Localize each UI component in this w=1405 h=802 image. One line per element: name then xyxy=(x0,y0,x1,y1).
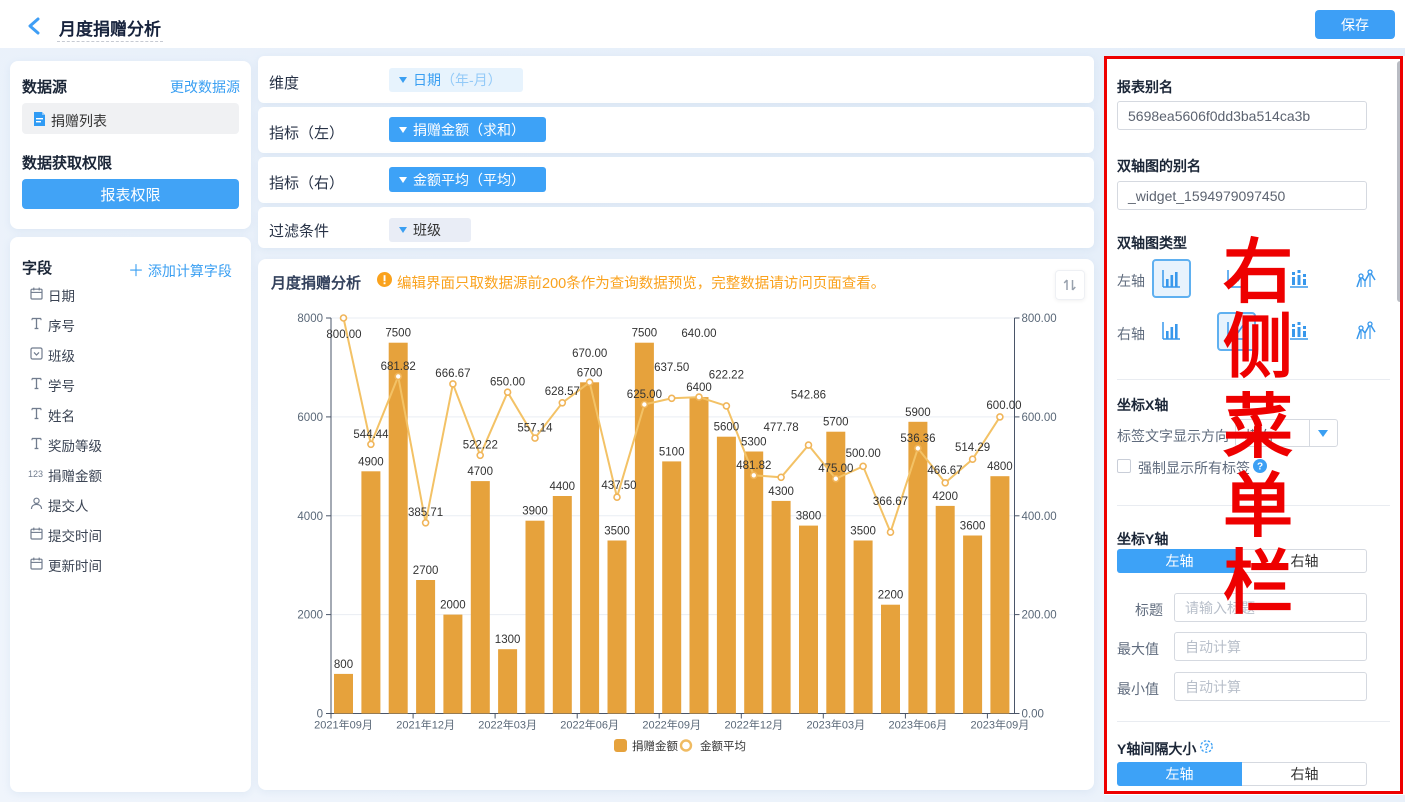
svg-text:5700: 5700 xyxy=(823,417,849,429)
svg-text:2023年06月: 2023年06月 xyxy=(889,718,948,732)
svg-text:466.67: 466.67 xyxy=(927,465,962,477)
svg-text:3800: 3800 xyxy=(796,511,822,523)
svg-text:2000: 2000 xyxy=(297,610,323,622)
svg-text:123: 123 xyxy=(28,469,43,479)
svg-text:捐赠金额: 捐赠金额 xyxy=(632,739,678,753)
svg-text:2021年12月: 2021年12月 xyxy=(396,718,455,732)
svg-text:2200: 2200 xyxy=(878,590,904,602)
svg-text:4000: 4000 xyxy=(297,511,323,523)
svg-text:800.00: 800.00 xyxy=(326,329,361,341)
svg-text:2022年12月: 2022年12月 xyxy=(724,718,783,732)
svg-text:600.00: 600.00 xyxy=(986,400,1021,412)
svg-text:3600: 3600 xyxy=(960,521,986,533)
svg-text:475.00: 475.00 xyxy=(818,463,853,475)
svg-text:7500: 7500 xyxy=(385,328,411,340)
svg-text:5100: 5100 xyxy=(659,446,685,458)
svg-text:385.71: 385.71 xyxy=(408,507,443,519)
svg-text:628.57: 628.57 xyxy=(545,386,580,398)
svg-text:5600: 5600 xyxy=(714,422,740,434)
svg-text:500.00: 500.00 xyxy=(846,448,881,460)
svg-text:557.14: 557.14 xyxy=(517,423,553,435)
svg-text:800: 800 xyxy=(334,659,353,671)
svg-text:4300: 4300 xyxy=(768,486,794,498)
svg-text:2022年09月: 2022年09月 xyxy=(642,718,701,732)
svg-text:542.86: 542.86 xyxy=(791,390,826,402)
svg-text:544.44: 544.44 xyxy=(353,429,389,441)
svg-text:3500: 3500 xyxy=(850,526,876,538)
svg-text:640.00: 640.00 xyxy=(681,328,716,340)
svg-text:3900: 3900 xyxy=(522,506,548,518)
svg-text:4800: 4800 xyxy=(987,461,1013,473)
svg-text:4900: 4900 xyxy=(358,456,384,468)
svg-text:366.67: 366.67 xyxy=(873,496,908,508)
svg-text:2023年03月: 2023年03月 xyxy=(806,718,865,732)
svg-text:1300: 1300 xyxy=(495,634,521,646)
svg-text:670.00: 670.00 xyxy=(572,348,607,360)
svg-text:481.82: 481.82 xyxy=(736,460,771,472)
svg-text:5900: 5900 xyxy=(905,407,931,419)
svg-text:2700: 2700 xyxy=(413,565,439,577)
svg-text:2021年09月: 2021年09月 xyxy=(314,718,373,732)
svg-text:800.00: 800.00 xyxy=(1022,313,1057,325)
svg-text:536.36: 536.36 xyxy=(900,433,935,445)
svg-text:4400: 4400 xyxy=(550,481,576,493)
svg-text:2023年09月: 2023年09月 xyxy=(971,718,1030,732)
svg-text:0: 0 xyxy=(317,709,323,721)
svg-text:金额平均: 金额平均 xyxy=(700,739,746,753)
svg-text:6400: 6400 xyxy=(686,382,712,394)
svg-text:4200: 4200 xyxy=(932,491,958,503)
svg-text:600.00: 600.00 xyxy=(1022,412,1057,424)
svg-text:3500: 3500 xyxy=(604,526,630,538)
svg-text:7500: 7500 xyxy=(632,328,658,340)
svg-text:622.22: 622.22 xyxy=(709,370,744,382)
svg-text:200.00: 200.00 xyxy=(1022,610,1057,622)
svg-text:0.00: 0.00 xyxy=(1022,709,1044,721)
svg-text:400.00: 400.00 xyxy=(1022,511,1057,523)
svg-text:522.22: 522.22 xyxy=(463,440,498,452)
svg-text:5300: 5300 xyxy=(741,437,767,449)
svg-text:514.29: 514.29 xyxy=(955,442,990,454)
svg-text:2022年03月: 2022年03月 xyxy=(478,718,537,732)
svg-text:2000: 2000 xyxy=(440,600,466,612)
svg-text:681.82: 681.82 xyxy=(381,361,416,373)
svg-text:650.00: 650.00 xyxy=(490,377,525,389)
svg-text:477.78: 477.78 xyxy=(764,422,799,434)
svg-text:625.00: 625.00 xyxy=(627,389,662,401)
svg-text:666.67: 666.67 xyxy=(435,368,470,380)
svg-text:6700: 6700 xyxy=(577,367,603,379)
svg-text:?: ? xyxy=(1204,742,1210,752)
svg-text:8000: 8000 xyxy=(297,313,323,325)
svg-text:4700: 4700 xyxy=(467,466,493,478)
svg-text:?: ? xyxy=(1257,461,1263,472)
svg-text:6000: 6000 xyxy=(297,412,323,424)
svg-text:437.50: 437.50 xyxy=(601,480,636,492)
svg-text:2022年06月: 2022年06月 xyxy=(560,718,619,732)
svg-text:637.50: 637.50 xyxy=(654,362,689,374)
